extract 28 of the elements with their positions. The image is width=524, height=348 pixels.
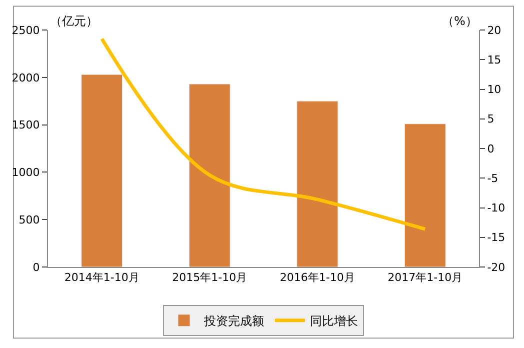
y-tick-label: 0	[32, 260, 40, 274]
y2-tick-label: -10	[487, 202, 506, 215]
x-tick-label: 2014年1-10月	[64, 271, 140, 284]
y2-tick-label: 20	[487, 24, 502, 37]
y-tick-label: 500	[18, 213, 40, 226]
bar	[404, 124, 446, 267]
x-tick-label: 2017年1-10月	[388, 271, 463, 284]
y2-tick-label: 0	[487, 142, 494, 156]
bar	[188, 84, 230, 267]
legend-label: 投资完成额	[203, 314, 264, 328]
y2-tick-label: -5	[487, 172, 498, 185]
y-tick-label: 1500	[12, 118, 40, 132]
y-axis-title: （亿元）	[50, 14, 98, 28]
y-tick-label: 1000	[12, 166, 40, 180]
y2-tick-label: 15	[487, 53, 502, 66]
y2-tick-label: -15	[487, 231, 506, 244]
y2-tick-label: -20	[487, 260, 506, 274]
bar	[296, 100, 338, 267]
x-tick-label: 2016年1-10月	[280, 271, 355, 284]
line-series	[100, 37, 427, 231]
legend-label: 同比增长	[310, 314, 358, 328]
x-tick-label: 2015年1-10月	[172, 271, 248, 284]
y2-tick-label: 10	[487, 83, 502, 96]
y-tick-label: 2500	[12, 24, 40, 37]
y2-tick-label: 5	[487, 112, 494, 126]
y2-axis-title: （%）	[442, 14, 478, 28]
y-tick-label: 2000	[12, 71, 40, 84]
bar	[81, 74, 123, 267]
